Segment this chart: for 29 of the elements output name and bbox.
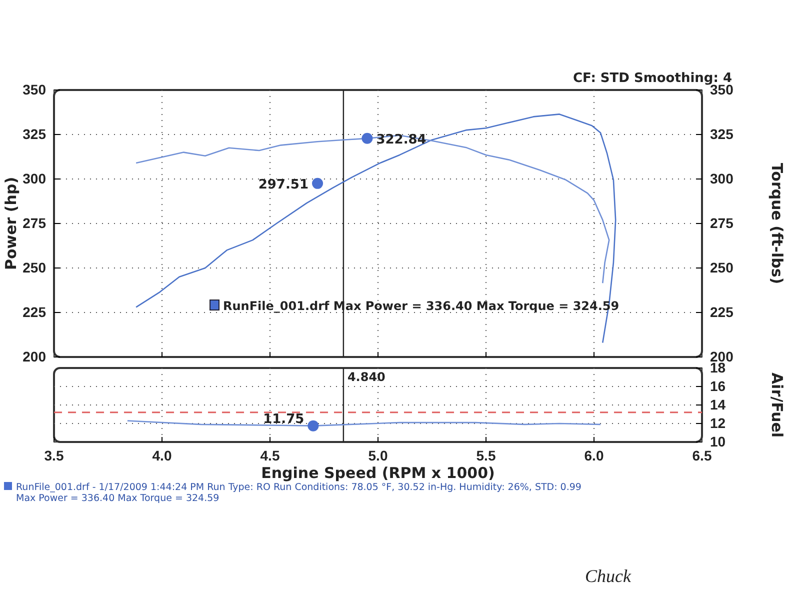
- y-tick-label: 14: [710, 396, 726, 412]
- y-tick-label: 250: [22, 259, 46, 276]
- annotation: 322.84: [376, 132, 426, 148]
- text: Max Power = 336.40 Max Torque = 324.59: [16, 493, 220, 504]
- y-axis-title: Power (hp): [2, 176, 20, 270]
- y-tick-label: 200: [22, 348, 46, 364]
- y-tick-label: 225: [22, 304, 46, 320]
- annotation: 297.51: [258, 177, 309, 192]
- y-tick-label: 10: [710, 433, 726, 450]
- y-tick-label: 300: [22, 170, 46, 186]
- annotation: 11.75: [263, 412, 304, 427]
- x-axis-title: Engine Speed (RPM x 1000): [261, 464, 495, 482]
- y-tick-label: 16: [710, 378, 726, 394]
- x-tick-label: 5.5: [476, 447, 496, 464]
- text: RunFile_001.drf - 1/17/2009 1:44:24 PM Run Type: RO Run Conditions: 78.05 °F, 30.52 in-Hg. Humidity: 26%, STD: 0.99: [16, 482, 582, 493]
- x-tick-label: 6.5: [692, 447, 712, 464]
- text: Chuck: [585, 566, 632, 586]
- ref-line-label: 4.840: [347, 370, 386, 384]
- x-tick-label: 3.5: [44, 447, 64, 464]
- y-axis-title: Air/Fuel: [768, 372, 786, 438]
- y-tick-label: 275: [22, 214, 46, 231]
- y2-axis-title: Torque (ft-lbs): [768, 162, 786, 284]
- x-tick-label: 5.0: [368, 447, 388, 464]
- y-tick-label: 12: [710, 414, 726, 431]
- y-tick-label: 325: [22, 126, 46, 142]
- x-tick-label: 6.0: [584, 447, 604, 464]
- x-tick-label: 4.0: [152, 447, 172, 464]
- x-tick-label: 4.5: [260, 447, 280, 464]
- y-tick-label: 350: [22, 81, 46, 98]
